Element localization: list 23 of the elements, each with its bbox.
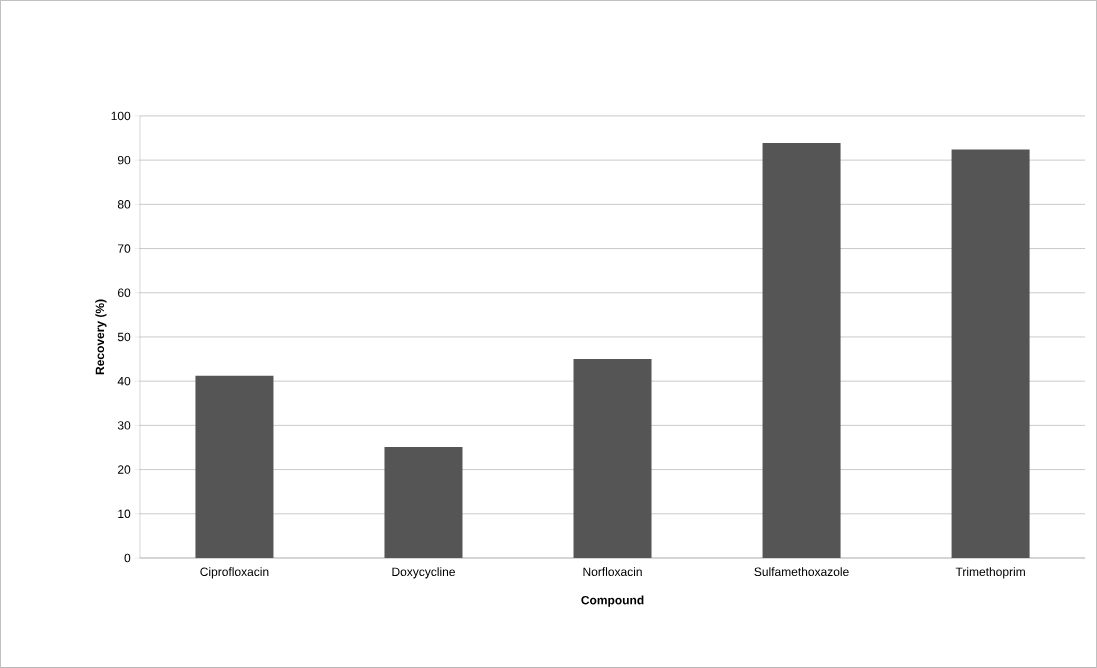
- y-tick-label: 50: [117, 332, 131, 342]
- y-tick-label: 0: [124, 553, 131, 563]
- bar: [195, 375, 274, 559]
- y-tick-label: 100: [111, 111, 131, 121]
- bar: [573, 359, 652, 559]
- y-tick-label: 10: [118, 509, 131, 519]
- y-tick-label: 90: [117, 155, 131, 165]
- y-tick-label: 30: [117, 421, 131, 430]
- y-tick-label: 70: [117, 244, 131, 253]
- x-tick-label: Doxycycline: [392, 567, 455, 579]
- bar: [951, 149, 1030, 559]
- x-tick-label: Norfloxacin: [583, 567, 642, 577]
- y-tick-label: 60: [117, 288, 131, 298]
- y-tick-label: 20: [117, 465, 131, 474]
- y-tick-label: 40: [117, 376, 131, 386]
- x-tick-label: Ciprofloxacin: [200, 567, 269, 579]
- bar: [762, 142, 841, 559]
- x-tick-label: Trimethoprim: [955, 567, 1025, 579]
- y-tick-label: 80: [117, 200, 131, 209]
- x-axis-title: Compound: [581, 595, 644, 607]
- bar: [384, 447, 463, 559]
- x-tick-label: Sulfamethoxazole: [754, 567, 849, 577]
- y-axis-title: Recovery (%): [95, 299, 107, 375]
